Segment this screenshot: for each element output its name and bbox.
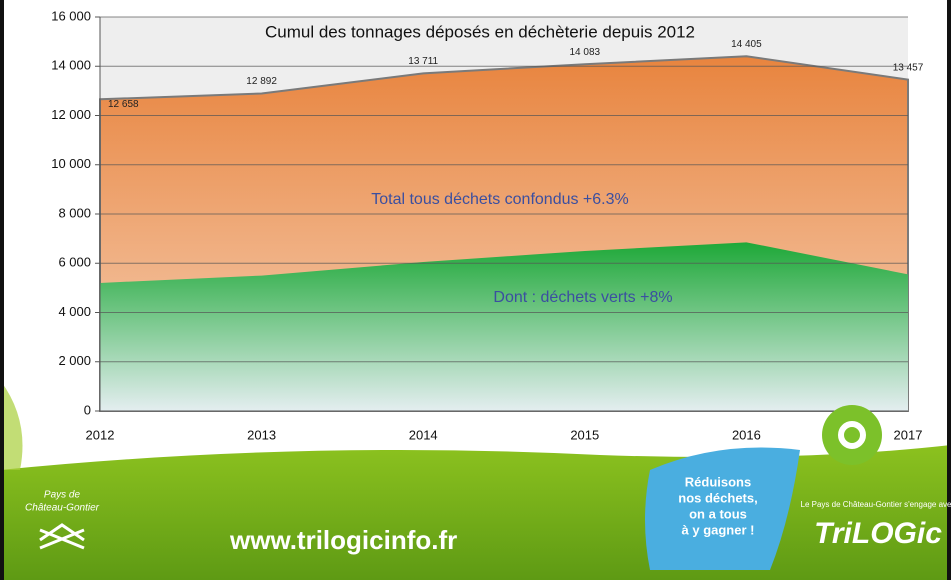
logo-ring — [838, 421, 866, 449]
value-label: 13 711 — [408, 56, 438, 67]
x-tick-label: 2017 — [894, 427, 923, 442]
slogan-bubble — [645, 447, 800, 570]
value-label: 12 658 — [108, 99, 139, 110]
y-tick-label: 10 000 — [51, 156, 91, 171]
left-border — [0, 0, 4, 580]
x-tick-label: 2014 — [409, 427, 438, 442]
y-tick-label: 8 000 — [58, 205, 91, 220]
y-tick-label: 6 000 — [58, 255, 91, 270]
pays-label: Pays de — [44, 490, 81, 501]
y-tick-label: 0 — [84, 402, 91, 417]
y-tick-label: 16 000 — [51, 8, 91, 23]
x-tick-label: 2016 — [732, 427, 761, 442]
brand: TriLOGic — [814, 517, 942, 550]
annotation: Dont : déchets verts +8% — [493, 289, 672, 306]
value-label: 12 892 — [246, 76, 277, 87]
value-label: 13 457 — [893, 62, 924, 73]
x-tick-label: 2015 — [570, 427, 599, 442]
y-tick-label: 2 000 — [58, 353, 91, 368]
right-border — [947, 0, 951, 580]
slogan: à y gagner ! — [682, 522, 755, 537]
area — [100, 242, 908, 411]
slogan: nos déchets, — [678, 490, 757, 505]
slogan: on a tous — [689, 506, 747, 521]
y-tick-label: 4 000 — [58, 304, 91, 319]
brand-tagline: Le Pays de Château-Gontier s'engage avec — [801, 500, 951, 509]
value-label: 14 405 — [731, 39, 762, 50]
url: www.trilogicinfo.fr — [229, 525, 457, 555]
slogan: Réduisons — [685, 474, 751, 489]
y-tick-label: 12 000 — [51, 107, 91, 122]
x-tick-label: 2012 — [86, 427, 115, 442]
footer-band — [0, 445, 951, 580]
annotation: Total tous déchets confondus +6.3% — [371, 191, 629, 208]
pays-logo — [39, 523, 85, 550]
value-label: 14 083 — [570, 47, 601, 58]
y-tick-label: 14 000 — [51, 58, 91, 73]
chart-title: Cumul des tonnages déposés en déchèterie… — [265, 22, 695, 41]
pays-label: Château-Gontier — [25, 503, 100, 514]
x-tick-label: 2013 — [247, 427, 276, 442]
leaf-decoration — [0, 380, 23, 470]
logo-circle — [822, 405, 882, 465]
